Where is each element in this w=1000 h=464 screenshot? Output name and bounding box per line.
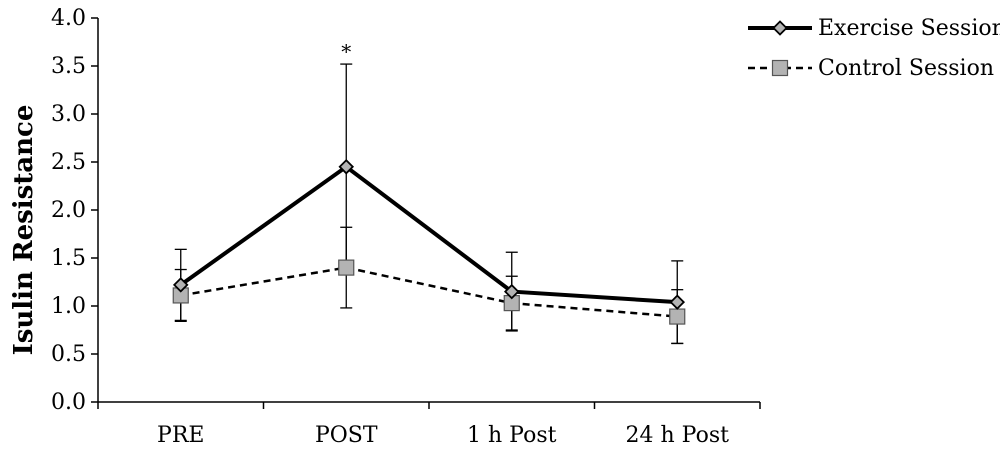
legend-marker-control (771, 59, 789, 77)
x-tick-label: PRE (157, 423, 204, 448)
y-tick-label: 3.5 (51, 54, 86, 79)
y-tick-labels: 0.0 0.5 1.0 1.5 2.0 2.5 3.0 3.5 4.0 (51, 6, 86, 415)
data-point-exercise (172, 277, 189, 293)
y-tick-label: 0.5 (51, 342, 86, 367)
x-tick-label: POST (315, 423, 378, 448)
x-tick-labels: PRE POST 1 h Post 24 h Post (157, 423, 729, 448)
data-point-control (338, 259, 355, 276)
data-point-exercise (338, 159, 355, 175)
error-bars (174, 63, 684, 345)
annotations: * (341, 40, 351, 64)
series-line-control (180, 266, 678, 318)
series-line-exercise (179, 164, 678, 305)
y-tick-label: 1.0 (51, 294, 86, 319)
legend-label-control: Control Session (818, 56, 994, 81)
legend-marker-exercise (772, 20, 788, 36)
y-tick-label: 3.0 (51, 102, 86, 127)
legend: Exercise Session Control Session (748, 16, 1000, 81)
y-tick-label: 0.0 (51, 390, 86, 415)
significance-marker: * (341, 40, 351, 64)
series-lines (179, 164, 678, 318)
y-tick-label: 4.0 (51, 6, 86, 31)
y-axis-title: Isulin Resistance (9, 105, 39, 356)
x-tick-label: 1 h Post (467, 423, 557, 448)
y-tick-label: 2.0 (51, 198, 86, 223)
data-point-exercise (669, 294, 686, 310)
data-points (172, 159, 686, 325)
axes (91, 17, 761, 409)
data-point-exercise (503, 283, 520, 300)
data-point-control (669, 308, 686, 325)
legend-label-exercise: Exercise Session (818, 16, 1000, 41)
y-tick-label: 1.5 (51, 246, 86, 271)
y-tick-label: 2.5 (51, 150, 86, 175)
x-tick-label: 24 h Post (626, 423, 730, 448)
